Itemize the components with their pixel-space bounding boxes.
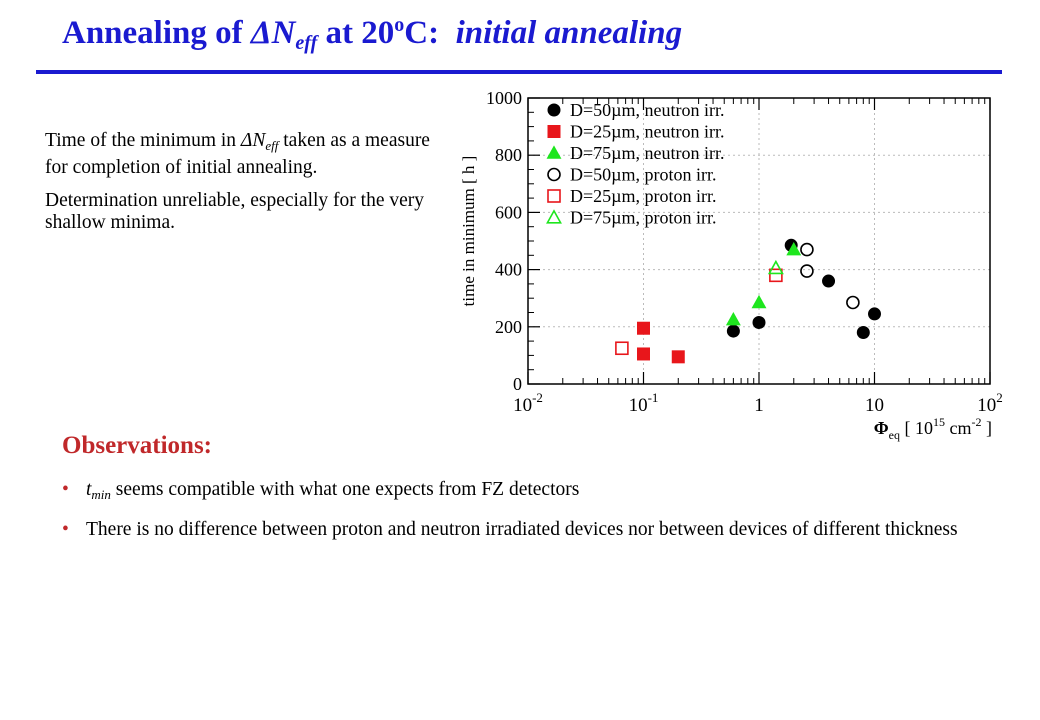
title-divider [36, 70, 1002, 74]
observation-2-text: There is no difference between proton an… [86, 519, 958, 540]
intro-p1-a: Time of the minimum in [45, 130, 241, 151]
y-tick-label: 200 [495, 317, 522, 337]
observation-1-text: seems compatible with what one expects f… [110, 479, 580, 500]
data-point [752, 316, 766, 330]
data-point [615, 341, 629, 356]
y-tick-label: 0 [513, 374, 522, 394]
title-prefix: Annealing of [62, 15, 251, 51]
x-tick-label: 10 [865, 395, 884, 416]
y-tick-label: 400 [495, 260, 522, 280]
legend-label: D=25µm, proton irr. [570, 186, 717, 206]
legend-marker [547, 189, 561, 203]
data-point [846, 295, 860, 310]
legend-label: D=75µm, neutron irr. [570, 143, 725, 163]
data-point [800, 264, 814, 278]
observations-heading: Observations: [62, 432, 212, 459]
observations-list: • tmin seems compatible with what one exp… [62, 478, 1012, 553]
intro-paragraph-1: Time of the minimum in ΔNeff taken as a … [45, 130, 440, 179]
page-title: Annealing of ΔNeff at 20oC: initial anne… [62, 14, 682, 55]
legend-marker [547, 103, 561, 117]
data-point [856, 326, 870, 340]
y-tick-label: 1000 [486, 88, 522, 108]
x-axis-label: Φeq [ 1015 cm-2 ] [874, 415, 992, 442]
intro-p1-b: taken as a measure for completion of ini… [45, 130, 430, 178]
intro-paragraph-2: Determination unreliable, especially for… [45, 190, 425, 233]
data-point [726, 324, 740, 338]
title-suffix: C: [404, 15, 456, 51]
title-sub: eff [295, 32, 318, 54]
bullet-icon: • [62, 519, 69, 540]
observation-1-sub: min [91, 487, 111, 502]
legend-label: D=50µm, proton irr. [570, 165, 717, 185]
observation-item: • tmin seems compatible with what one exp… [62, 478, 1012, 506]
data-point [767, 259, 784, 275]
data-point [637, 347, 650, 361]
data-point [671, 350, 685, 364]
data-point [868, 307, 881, 321]
intro-p1-sub: eff [265, 138, 279, 153]
scatter-chart: 0 200 400 600 800 1000 10-2 10-1 1 10 102 time in m… [459, 88, 1003, 442]
data-point [751, 294, 767, 309]
legend-label: D=75µm, proton irr. [570, 208, 717, 228]
observation-1-var: t [86, 479, 92, 500]
y-tick-label: 600 [495, 202, 522, 222]
title-sup: o [394, 14, 405, 36]
x-tick-label: 102 [977, 390, 1003, 416]
data-point [822, 274, 836, 288]
legend-label: D=50µm, neutron irr. [570, 100, 725, 120]
legend-label: D=25µm, neutron irr. [570, 122, 725, 142]
bullet-icon: • [62, 479, 69, 500]
legend-marker [546, 209, 562, 224]
y-tick-label: 800 [495, 145, 522, 165]
data-point [786, 241, 802, 256]
intro-p1-delta: ΔN [240, 130, 266, 151]
x-tick-label: 1 [754, 395, 764, 416]
legend-marker [546, 145, 562, 159]
data-point [800, 242, 814, 257]
legend-marker [547, 125, 561, 138]
observation-item: • There is no difference between proton a… [62, 518, 1012, 541]
y-axis-label: time in minimum [ h ] [459, 156, 478, 307]
data-point [637, 321, 650, 335]
title-delta: ΔN [250, 15, 296, 51]
data-point [769, 268, 783, 283]
x-tick-label: 10-1 [629, 390, 659, 416]
title-middle: at 20 [317, 15, 395, 51]
plot-frame [527, 97, 991, 385]
intro-text: Time of the minimum in ΔNeff taken as a … [45, 130, 440, 245]
data-point [725, 312, 741, 326]
x-tick-label: 10-2 [513, 390, 543, 416]
title-italic: initial annealing [455, 15, 683, 51]
legend-marker [547, 167, 561, 182]
